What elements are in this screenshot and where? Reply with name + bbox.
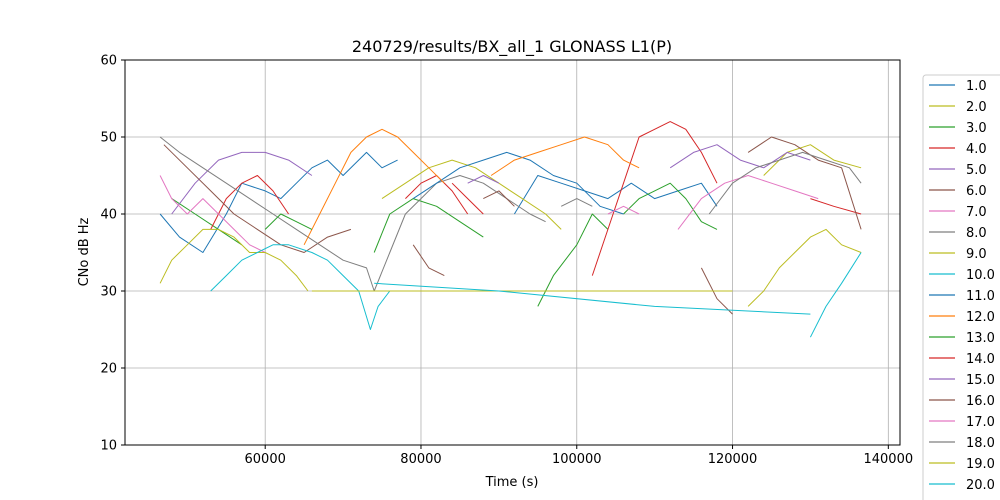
- legend-label: 6.0: [966, 184, 987, 199]
- series-line-10.0: [210, 244, 391, 330]
- series-line-9.0: [747, 228, 862, 307]
- series-line-4.0: [810, 198, 862, 215]
- legend-label: 20.0: [966, 478, 995, 493]
- legend-label: 10.0: [966, 268, 995, 283]
- series-line-4.0: [591, 121, 718, 276]
- series-line-3.0: [373, 198, 484, 253]
- series-line-3.0: [171, 198, 243, 246]
- series-line-10.0: [809, 252, 862, 338]
- legend-label: 1.0: [966, 79, 987, 94]
- x-tick-label: 140000: [863, 452, 913, 467]
- y-axis-ticks: 10 20 30 40 50 60: [100, 54, 125, 454]
- legend-label: 2.0: [966, 100, 987, 115]
- grid-lines: [125, 59, 900, 446]
- y-tick-label: 60: [100, 54, 117, 69]
- series-line-5.0: [669, 144, 811, 169]
- series-line-6.0: [747, 136, 862, 230]
- series-line-11.0: [412, 151, 624, 215]
- legend-label: 17.0: [966, 415, 995, 430]
- series-lines: [159, 121, 862, 338]
- y-axis-label: CNo dB Hz: [77, 217, 92, 286]
- series-line-14.0: [451, 182, 484, 215]
- series-line-7.0: [159, 175, 266, 253]
- chart-title: 240729/results/BX_all_1 GLONASS L1(P): [352, 37, 672, 57]
- x-axis-ticks: 60000 80000 100000 120000 140000: [245, 445, 913, 467]
- series-line-16.0: [483, 190, 515, 207]
- series-line-1.0: [159, 151, 398, 253]
- series-line-3.0: [623, 182, 718, 230]
- legend-box: [922, 74, 1000, 500]
- legend-label: 5.0: [966, 163, 987, 178]
- series-line-7.0: [677, 175, 819, 230]
- series-line-4.0: [405, 175, 469, 215]
- legend-label: 11.0: [966, 289, 995, 304]
- series-line-13.0: [264, 213, 313, 230]
- series-line-6.0: [700, 267, 733, 315]
- legend-label: 14.0: [966, 352, 995, 367]
- legend-label: 3.0: [966, 121, 987, 136]
- legend-label: 12.0: [966, 310, 995, 325]
- series-line-1.0: [513, 175, 718, 215]
- x-tick-label: 120000: [708, 452, 758, 467]
- legend-label: 16.0: [966, 394, 995, 409]
- legend: 1.0 2.0 3.0 4.0 5.0 6.0 7.0 8.0 9.0 10.0 11.0 12.0 1…: [922, 74, 1000, 500]
- series-line-15.0: [467, 175, 500, 184]
- series-line-5.0: [171, 151, 313, 215]
- series-line-12.0: [490, 136, 640, 176]
- x-tick-label: 100000: [552, 452, 602, 467]
- series-line-9.0: [159, 228, 309, 292]
- legend-label: 7.0: [966, 205, 987, 220]
- y-tick-label: 30: [100, 285, 117, 300]
- legend-label: 13.0: [966, 331, 995, 346]
- legend-label: 15.0: [966, 373, 995, 388]
- legend-label: 8.0: [966, 226, 987, 241]
- series-line-6.0: [412, 244, 445, 277]
- x-tick-label: 60000: [245, 452, 286, 467]
- series-line-2.0: [381, 159, 562, 230]
- series-line-6.0: [163, 144, 352, 253]
- series-line-17.0: [607, 205, 640, 215]
- series-line-18.0: [560, 198, 593, 207]
- y-tick-label: 40: [100, 208, 117, 223]
- series-line-3.0: [537, 213, 609, 307]
- series-line-12.0: [303, 128, 445, 246]
- series-line-8.0: [159, 136, 546, 292]
- y-tick-label: 10: [100, 439, 117, 454]
- legend-label: 19.0: [966, 457, 995, 472]
- series-line-8.0: [708, 151, 862, 215]
- series-line-20.0: [374, 282, 811, 315]
- x-tick-label: 80000: [400, 452, 441, 467]
- x-axis-label: Time (s): [485, 475, 539, 490]
- plot-frame: [124, 59, 901, 446]
- y-tick-label: 50: [100, 131, 117, 146]
- legend-label: 9.0: [966, 247, 987, 262]
- legend-label: 18.0: [966, 436, 995, 451]
- y-tick-label: 20: [100, 362, 117, 377]
- legend-label: 4.0: [966, 142, 987, 157]
